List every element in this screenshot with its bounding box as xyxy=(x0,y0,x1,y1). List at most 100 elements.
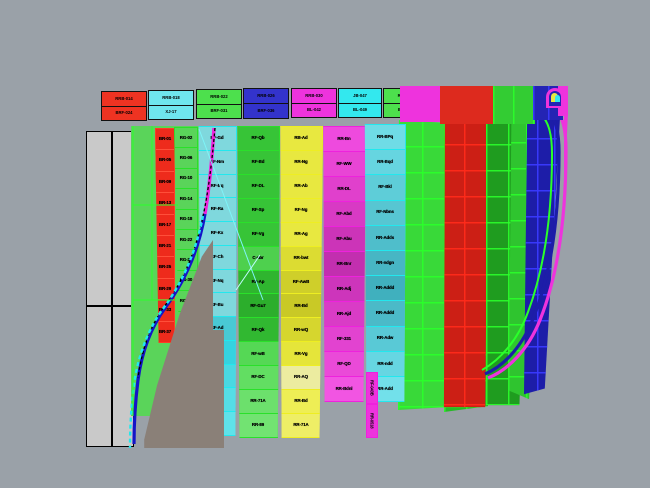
corner-marker-inner-cyan-icon xyxy=(555,95,560,102)
header-tag-3[interactable]: RRB-026 BRF-036 xyxy=(243,88,289,119)
header-tag-1-line1: RRB-018 xyxy=(149,91,193,106)
cell-green2-6[interactable]: RF-Ap xyxy=(237,270,279,295)
cell-magenta-4[interactable]: RF-Abu xyxy=(323,227,365,252)
cell-yellow-2[interactable]: RR-Ab xyxy=(280,175,322,199)
cell-red-7[interactable]: BR-29 xyxy=(156,279,174,301)
cell-cyan1-1[interactable]: RF-Nm xyxy=(198,151,236,175)
cell-yellow-8[interactable]: RR-wQ xyxy=(280,318,322,343)
cell-green1-5[interactable]: RG-22 xyxy=(175,230,197,251)
cell-cyan2-0[interactable]: RR-BPq xyxy=(365,125,405,151)
cell-green2-10[interactable]: RF-DC xyxy=(237,366,279,391)
cell-yellow-5[interactable]: RR-bwt xyxy=(280,246,322,271)
cell-magenta-5[interactable]: RR-Bnr xyxy=(323,252,365,277)
cell-green2-3[interactable]: RF-Sp xyxy=(237,199,279,223)
cell-red-4[interactable]: BR-17 xyxy=(156,215,174,237)
column-green-2[interactable]: RF-Qb RF-Bd RF-DL RF-Sp RF-Vg C-nbr RF-A… xyxy=(237,126,280,438)
cell-cyan1-7[interactable]: RF-Bu xyxy=(198,293,236,318)
cell-magenta-1[interactable]: RF-WW xyxy=(323,152,365,177)
cell-green2-5[interactable]: C-nbr xyxy=(237,246,279,271)
cell-yellow-9[interactable]: RR-Vg xyxy=(280,342,322,367)
cell-magenta-10[interactable]: RR-Bdnl xyxy=(323,377,365,401)
cell-magenta-8[interactable]: RF-331 xyxy=(323,327,365,352)
cell-cyan2-7[interactable]: RR-Addd xyxy=(365,301,405,327)
cell-red-6[interactable]: BR-25 xyxy=(156,257,174,279)
cell-green2-9[interactable]: RF-wB xyxy=(237,342,279,367)
left-panel-lower-outer xyxy=(86,306,112,447)
header-tag-4[interactable]: RRB-030 BL-042 xyxy=(291,88,337,118)
cell-magenta-7[interactable]: RR-Ajd xyxy=(323,302,365,327)
cell-green2-2[interactable]: RF-DL xyxy=(237,175,279,199)
cell-green2-11[interactable]: RR-71A xyxy=(237,390,279,415)
header-tag-1-line2: XJ-17 xyxy=(165,109,177,115)
cell-yellow-6[interactable]: RF-AwB xyxy=(280,270,322,295)
cell-green2-4[interactable]: RF-Vg xyxy=(237,223,279,247)
column-magenta[interactable]: RR-Bn RF-WW RR-DL RF-Abd RF-Abu RR-Bnr R… xyxy=(323,126,366,402)
cell-cyan2-8[interactable]: RR-Adw xyxy=(365,326,405,352)
cell-cyan1-4[interactable]: RF-Kx xyxy=(198,222,236,246)
header-tag-2[interactable]: RRB-022 BRF-031 xyxy=(196,89,242,119)
header-tag-5[interactable]: JB-047 BL-049 xyxy=(338,88,382,118)
vertical-tag-line-0: RF-043B xyxy=(369,380,375,396)
header-block-green xyxy=(493,86,535,124)
header-tag-4-line2: BL-042 xyxy=(307,107,321,113)
cell-yellow-10[interactable]: RR-AQ xyxy=(280,366,322,391)
cell-cyan2-2[interactable]: RF-Bkl xyxy=(365,175,405,201)
header-tag-4-line1: RRB-030 xyxy=(292,89,336,104)
cell-green1-4[interactable]: RG-18 xyxy=(175,210,197,231)
cell-magenta-3[interactable]: RF-Abd xyxy=(323,202,365,227)
corner-marker-inner-yellow-icon xyxy=(551,93,558,102)
cell-magenta-2[interactable]: RR-DL xyxy=(323,177,365,202)
cell-green1-2[interactable]: RG-10 xyxy=(175,169,197,190)
cell-yellow-0[interactable]: RB-Ad xyxy=(280,127,322,151)
cell-green2-7[interactable]: RF-Gu7 xyxy=(237,294,279,319)
cell-yellow-4[interactable]: RR-Ag xyxy=(280,223,322,247)
header-block-red xyxy=(440,86,495,124)
cell-yellow-3[interactable]: RF-Ng xyxy=(280,199,322,223)
header-tag-1[interactable]: RRB-018 XJ-17 xyxy=(148,90,194,120)
cell-yellow-11[interactable]: RR-Bd xyxy=(280,390,322,415)
vertical-tag-magenta-upper[interactable]: RF-043B xyxy=(366,372,378,404)
left-panel-upper-outer xyxy=(86,131,112,306)
cell-cyan2-3[interactable]: RF-Nbns xyxy=(365,200,405,226)
cell-green2-0[interactable]: RF-Qb xyxy=(237,127,279,151)
cell-magenta-9[interactable]: RF-QD xyxy=(323,352,365,377)
cell-magenta-0[interactable]: RR-Bn xyxy=(323,127,365,152)
cell-green2-1[interactable]: RF-Bd xyxy=(237,151,279,175)
cell-green1-3[interactable]: RG-14 xyxy=(175,189,197,210)
cell-red-3[interactable]: BR-13 xyxy=(156,193,174,215)
cell-cyan2-5[interactable]: RR-ndgn xyxy=(365,250,405,277)
cell-green2-8[interactable]: RF-Qk xyxy=(237,318,279,343)
cell-cyan2-1[interactable]: RR-Bqd xyxy=(365,150,405,176)
cell-red-8[interactable]: BR-33 xyxy=(156,300,174,322)
header-tag-2-line1: RRB-022 xyxy=(197,90,241,105)
cell-yellow-12[interactable]: RR-71A xyxy=(280,414,322,437)
cell-green2-12[interactable]: RR-89 xyxy=(237,414,279,437)
cell-magenta-6[interactable]: RR-Adj xyxy=(323,277,365,302)
column-yellow[interactable]: RB-Ad RR-Ng RR-Ab RF-Ng RR-Ag RR-bwt RF-… xyxy=(280,126,323,438)
cell-cyan2-4[interactable]: RR-Adds xyxy=(365,225,405,251)
header-block-magenta xyxy=(400,86,440,122)
column-cyan-2[interactable]: RR-BPq RR-Bqd RF-Bkl RF-Nbns RR-Adds RR-… xyxy=(364,124,406,402)
vertical-tag-magenta-lower[interactable]: RR-0518 xyxy=(366,404,378,438)
vertical-tag-line-1: RR-0518 xyxy=(369,413,375,429)
cell-yellow-1[interactable]: RR-Ng xyxy=(280,151,322,175)
cell-red-0[interactable]: BR-01 xyxy=(156,129,174,151)
header-tag-0-line1: RRB-014 xyxy=(102,92,146,107)
cell-cyan2-6[interactable]: RR-Addd xyxy=(365,276,405,302)
cell-cyan1-3[interactable]: RF-Ra xyxy=(198,198,236,223)
header-tag-0-line2: BRF-024 xyxy=(115,110,133,116)
cell-cyan1-0[interactable]: RF-Gd xyxy=(198,127,236,151)
cell-red-1[interactable]: BR-05 xyxy=(156,150,174,172)
cell-red-5[interactable]: BR-21 xyxy=(156,236,174,258)
cell-green1-0[interactable]: RG-02 xyxy=(175,128,197,149)
cell-cyan1-2[interactable]: RF-Bq xyxy=(198,175,236,199)
cell-yellow-7[interactable]: RR-Bd xyxy=(280,294,322,319)
left-panel-lower-inner xyxy=(112,306,134,447)
cell-green1-6[interactable]: RG-26 xyxy=(175,250,197,271)
cell-red-9[interactable]: BR-37 xyxy=(158,328,172,334)
header-tag-0[interactable]: RRB-014 BRF-024 xyxy=(101,91,147,121)
header-tag-5-line2: BL-049 xyxy=(353,107,367,113)
cell-green1-1[interactable]: RG-06 xyxy=(175,148,197,169)
cell-red-2[interactable]: BR-09 xyxy=(156,172,174,194)
